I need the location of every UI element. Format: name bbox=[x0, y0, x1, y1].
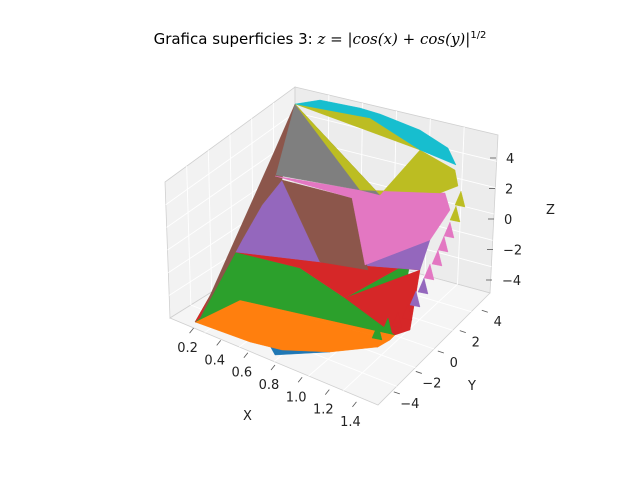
grid-line bbox=[343, 283, 458, 391]
surface-face-tooth bbox=[437, 235, 449, 253]
surface-face-tooth bbox=[391, 311, 403, 329]
chart-title-exponent: 1/2 bbox=[470, 30, 487, 41]
y-tick-label: −2 bbox=[422, 376, 441, 391]
surface-face-cyan bbox=[294, 99, 457, 166]
surface-face-tooth bbox=[371, 323, 383, 341]
surface-face-tooth bbox=[449, 205, 461, 223]
z-tick-label: 2 bbox=[505, 183, 513, 198]
surface-face-brown bbox=[199, 103, 296, 319]
surface-face-tooth bbox=[409, 290, 421, 308]
surface-face-tooth bbox=[381, 317, 393, 335]
surface-face-olive bbox=[294, 103, 459, 196]
x-tick-label: 1.4 bbox=[340, 415, 361, 430]
surface-face-tooth bbox=[423, 263, 435, 281]
chart-title-text: Grafica superficies 3: bbox=[153, 30, 318, 48]
z-axis-label: Z bbox=[546, 203, 555, 218]
x-tick-label: 1.2 bbox=[313, 403, 334, 418]
y-tick-label: 0 bbox=[450, 356, 458, 371]
z-tick-label: −4 bbox=[502, 274, 521, 289]
z-tick-label: 4 bbox=[506, 152, 514, 167]
y-tick-mark bbox=[459, 330, 466, 334]
x-tick-mark bbox=[270, 364, 276, 371]
x-tick-mark bbox=[297, 377, 303, 383]
y-axis-label: Y bbox=[467, 379, 476, 394]
x-tick-label: 1.0 bbox=[286, 390, 307, 405]
surface-face-red bbox=[344, 269, 421, 336]
x-tick-label: 0.2 bbox=[177, 341, 198, 356]
chart-title: Grafica superficies 3: z = |cos(x) + cos… bbox=[0, 30, 640, 48]
z-tick-label: −2 bbox=[503, 244, 522, 259]
surface-face-tooth bbox=[417, 277, 429, 295]
x-tick-label: 0.6 bbox=[232, 366, 253, 381]
x-tick-mark bbox=[324, 389, 330, 395]
surface-face-tooth bbox=[401, 303, 413, 321]
y-tick-label: −4 bbox=[400, 397, 419, 412]
x-tick-mark bbox=[352, 401, 357, 408]
y-tick-mark bbox=[437, 350, 444, 354]
y-tick-label: 4 bbox=[494, 315, 502, 330]
chart-title-formula: z = |cos(x) + cos(y)| bbox=[317, 30, 471, 48]
surface-faces bbox=[194, 99, 466, 356]
y-tick-label: 2 bbox=[472, 336, 480, 351]
z-tick-label: 0 bbox=[504, 213, 512, 228]
y-tick-mark bbox=[415, 371, 422, 374]
x-tick-mark bbox=[189, 327, 194, 334]
x-tick-label: 0.8 bbox=[259, 378, 280, 393]
surface-face-tooth bbox=[454, 190, 466, 208]
surface-face-tooth bbox=[443, 221, 455, 239]
x-axis-label: X bbox=[243, 409, 252, 424]
surface-face-brown bbox=[281, 179, 369, 271]
x-tick-mark bbox=[243, 352, 249, 358]
x-tick-mark bbox=[216, 340, 222, 346]
y-tick-mark bbox=[393, 391, 400, 395]
y-tick-mark bbox=[481, 309, 488, 313]
x-tick-label: 0.4 bbox=[204, 353, 225, 368]
surface-face-tooth bbox=[431, 249, 443, 267]
